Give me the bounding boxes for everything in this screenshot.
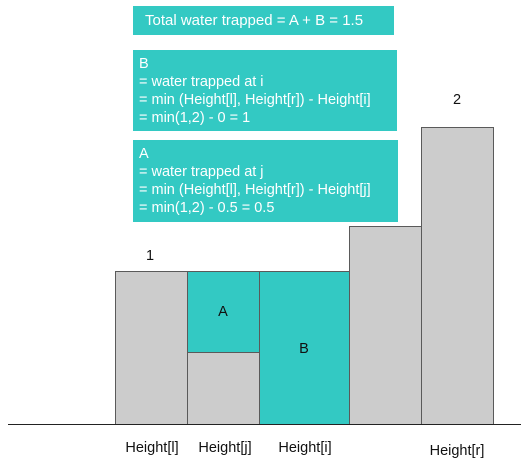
label-height-i: Height[i] — [278, 440, 332, 456]
a-line-2: = water trapped at j — [139, 164, 264, 180]
bar-r — [421, 127, 494, 425]
label-height-r: Height[r] — [429, 443, 485, 459]
b-explanation-callout: B = water trapped at i = min (Height[l],… — [133, 50, 397, 131]
region-a-label: A — [218, 304, 228, 320]
a-explanation-callout: A = water trapped at j = min (Height[l],… — [133, 140, 398, 222]
bar-intermediate — [349, 226, 422, 425]
a-line-1: A — [139, 146, 149, 162]
b-line-2: = water trapped at i — [139, 74, 264, 90]
label-height-j: Height[j] — [198, 440, 252, 456]
b-line-3: = min (Height[l], Height[r]) - Height[i] — [139, 92, 371, 108]
water-region-a — [187, 271, 260, 353]
bar-j — [187, 352, 260, 425]
baseline — [8, 424, 521, 425]
b-line-4: = min(1,2) - 0 = 1 — [139, 110, 251, 126]
total-water-callout: Total water trapped = A + B = 1.5 — [133, 6, 394, 35]
b-line-1: B — [139, 56, 149, 72]
bar-l — [115, 271, 188, 425]
region-b-label: B — [299, 341, 309, 357]
a-line-3: = min (Height[l], Height[r]) - Height[j] — [139, 182, 371, 198]
total-water-text: Total water trapped = A + B = 1.5 — [145, 12, 364, 29]
label-height-l: Height[l] — [125, 440, 179, 456]
left-bar-value: 1 — [145, 248, 155, 264]
right-bar-value: 2 — [452, 92, 462, 108]
water-region-b — [259, 271, 350, 425]
a-line-4: = min(1,2) - 0.5 = 0.5 — [139, 200, 275, 216]
